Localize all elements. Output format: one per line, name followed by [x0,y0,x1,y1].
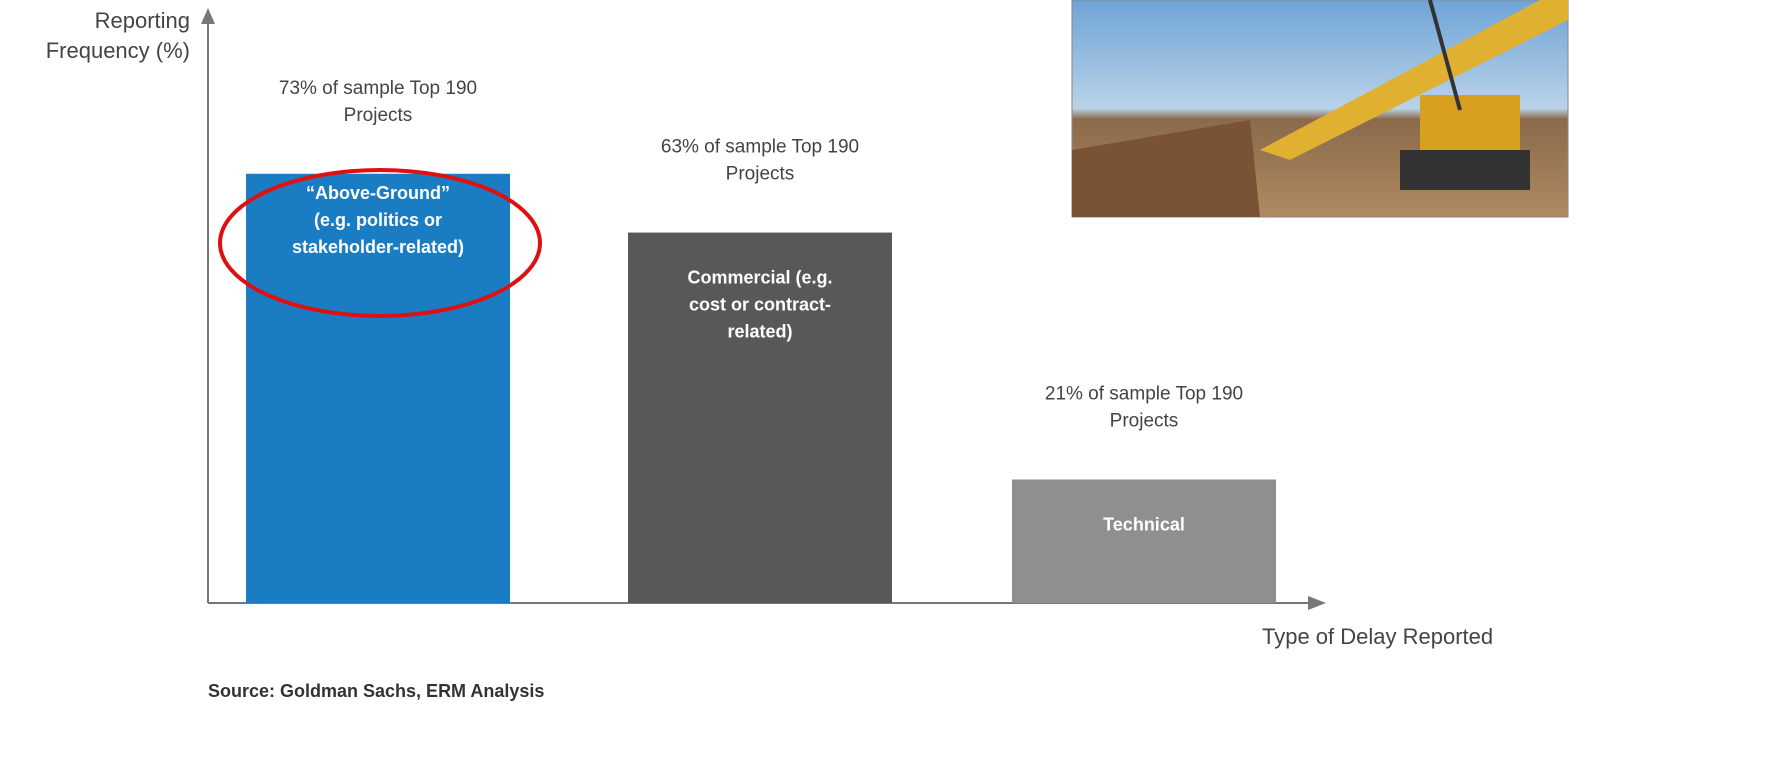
value-label: 63% of sample Top 190 Projects [661,137,859,185]
x-axis-label: Type of Delay Reported [1262,624,1493,649]
bar [1012,479,1276,603]
highlight-ellipse [218,168,542,318]
source-note: Source: Goldman Sachs, ERM Analysis [208,681,544,701]
value-label: 73% of sample Top 190 Projects [279,78,477,126]
bar [246,173,510,603]
x-axis-arrow [1308,596,1326,610]
category-label: Technical [1103,514,1185,534]
category-label: Commercial (e.g. cost or contract-related… [687,267,832,341]
y-axis-arrow [201,8,215,24]
photo [1071,0,1569,218]
category-label: “Above-Ground” (e.g. politics or stakehold… [292,183,464,257]
bar [628,232,892,603]
value-label: 21% of sample Top 190 Projects [1045,384,1243,432]
y-axis-label: Reporting Frequency (%) [46,8,190,63]
